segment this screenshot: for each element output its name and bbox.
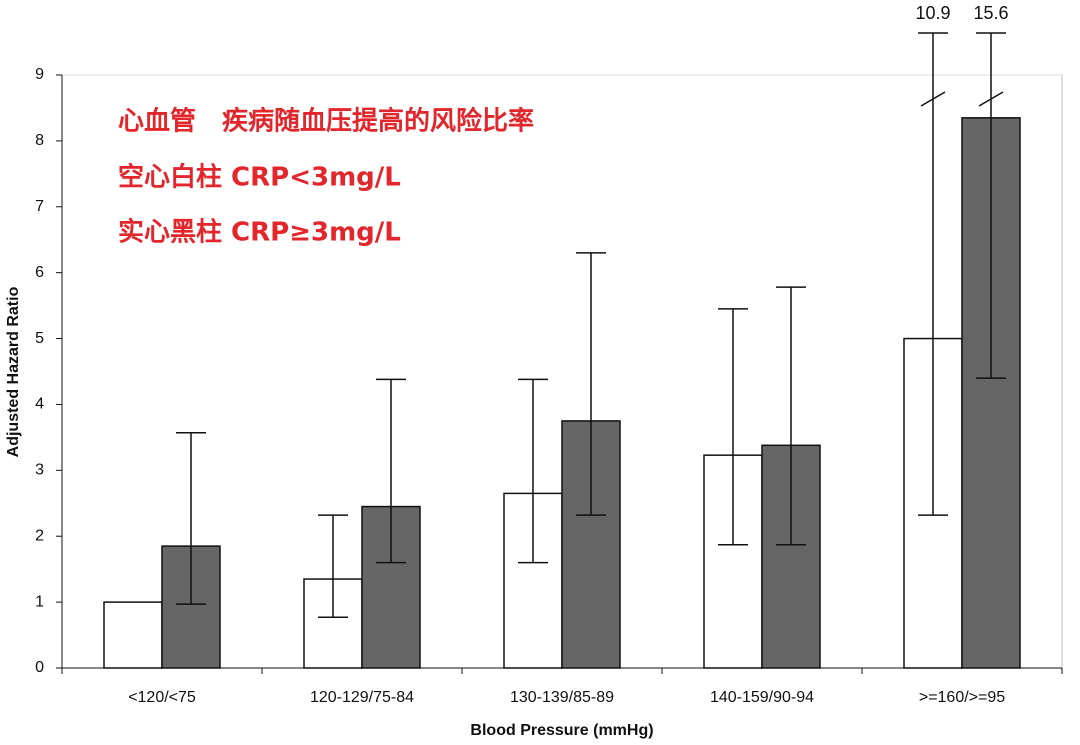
x-tick-label: >=160/>=95 — [919, 689, 1005, 706]
x-tick-label: 120-129/75-84 — [310, 689, 414, 706]
y-tick-label: 0 — [35, 659, 44, 676]
x-axis-title: Blood Pressure (mmHg) — [470, 722, 653, 739]
error-label: 15.6 — [973, 3, 1008, 23]
x-tick-label: 140-159/90-94 — [710, 689, 814, 706]
annotation: 实心黑柱 CRP≥3mg/L — [118, 217, 401, 248]
y-tick-label: 8 — [35, 132, 44, 149]
bar — [361, 505, 421, 669]
axis-break — [920, 91, 946, 107]
x-tick-label: 130-139/85-89 — [510, 689, 614, 706]
y-tick-label: 5 — [35, 330, 44, 347]
y-tick-label: 6 — [35, 264, 44, 281]
x-tick-label: <120/<75 — [128, 689, 196, 706]
y-tick-label: 9 — [35, 66, 44, 83]
annotation: 心血管 疾病随血压提高的风险比率 — [118, 106, 534, 137]
y-tick-label: 4 — [35, 396, 44, 413]
axis-break — [978, 91, 1004, 107]
y-tick-label: 3 — [35, 462, 44, 479]
bar — [103, 601, 163, 669]
y-tick-label: 7 — [35, 198, 44, 215]
error-label: 10.9 — [915, 3, 950, 23]
y-tick-label: 1 — [35, 593, 44, 610]
y-tick-label: 2 — [35, 527, 44, 544]
y-axis-title: Adjusted Hazard Ratio — [5, 286, 22, 457]
annotation: 空心白柱 CRP<3mg/L — [118, 162, 401, 193]
